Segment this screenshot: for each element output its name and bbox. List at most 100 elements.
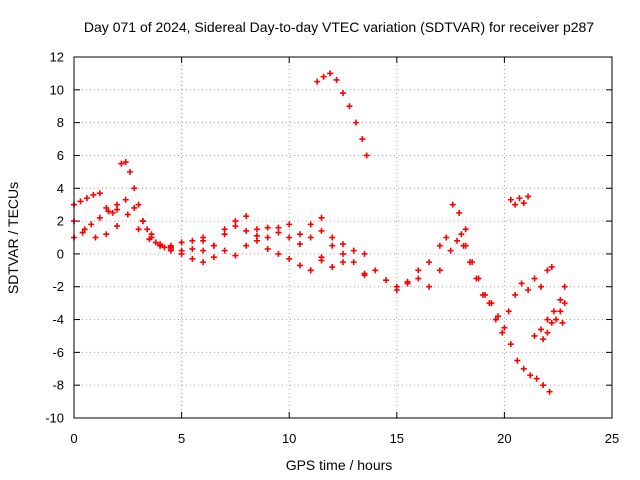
series-track-n [531,283,568,339]
y-tick-label: -4 [52,312,64,327]
data-point [286,255,293,262]
data-point [553,316,560,323]
data-point [340,259,346,266]
data-point [443,234,450,241]
series-track-k [454,237,555,336]
data-point [561,283,568,290]
data-point [275,250,282,257]
data-point [548,264,555,271]
data-point [533,375,540,382]
data-point [161,244,168,251]
data-point [426,259,433,266]
data-point [200,234,207,241]
data-point [264,224,271,231]
data-point [361,250,368,257]
data-point [456,209,463,216]
data-point [488,300,495,307]
y-tick-label: 8 [57,115,64,130]
data-point [264,245,271,252]
data-point [92,234,99,241]
y-tick-label: -2 [52,279,64,294]
data-point [507,196,514,203]
tick-labels: 0 5 10 15 20 25 -10 -8 -6 -4 -2 0 2 4 6 8 10 12 [45,50,619,447]
data-point [520,365,527,372]
data-point [352,119,359,126]
data-point [329,264,336,271]
data-point [126,168,133,175]
data-point [243,242,250,249]
data-point [340,241,346,248]
data-point [501,324,508,331]
data-point [346,103,353,110]
data-point [527,372,534,379]
x-tick-label: 15 [390,431,404,446]
data-point [550,308,557,315]
data-point [327,70,334,77]
data-point [559,319,566,326]
y-tick-label: 6 [57,148,64,163]
data-point [114,223,121,230]
data-point [525,287,532,294]
data-point [557,308,564,315]
data-point [79,229,86,236]
y-axis-label: SDTVAR / TECUs [5,182,21,294]
data-point [546,388,553,395]
data-point [318,227,325,234]
data-point [447,247,454,254]
data-point [232,223,239,230]
x-tick-label: 10 [282,431,296,446]
data-point [210,254,217,261]
data-point [449,201,456,208]
data-point [286,221,293,228]
data-point [286,234,293,241]
data-point [253,226,260,233]
data-point [548,319,555,326]
data-point [307,267,314,274]
data-point [469,259,476,266]
data-point [462,226,469,233]
data-point [329,242,336,249]
data-point [253,232,260,239]
data-point [81,226,88,233]
data-point [333,76,340,83]
data-point [105,208,112,215]
x-tick-label: 25 [605,431,619,446]
data-point [415,275,422,282]
series-track-a [71,159,174,252]
data-point [296,241,303,248]
data-point [77,198,84,205]
data-point [531,332,538,339]
data-point [178,239,185,246]
data-point [320,73,327,80]
series-track-j [393,201,469,290]
data-point [514,357,521,364]
data-point [124,211,131,218]
x-tick-label: 20 [497,431,511,446]
data-point [544,329,551,336]
data-point [221,226,228,233]
data-point [525,193,532,200]
series-track-d [167,213,325,254]
data-point [404,278,411,285]
data-point [189,237,196,244]
data-point [146,236,153,243]
data-point [318,214,325,221]
data-point [372,267,379,274]
data-point [482,291,489,298]
data-point [200,247,207,254]
data-point [499,329,506,336]
y-tick-label: -6 [52,345,64,360]
series-track-o [540,300,568,343]
data-point [363,152,370,159]
data-point [96,190,103,197]
data-point [114,201,121,208]
data-point [122,159,129,166]
plot-frame [73,56,613,419]
data-point [318,254,325,261]
series-track-f [221,223,368,257]
y-tick-label: -10 [45,411,64,426]
series-track-l [462,242,553,395]
data-point [103,204,110,211]
y-tick-label: 10 [50,82,64,97]
data-point [507,341,514,348]
